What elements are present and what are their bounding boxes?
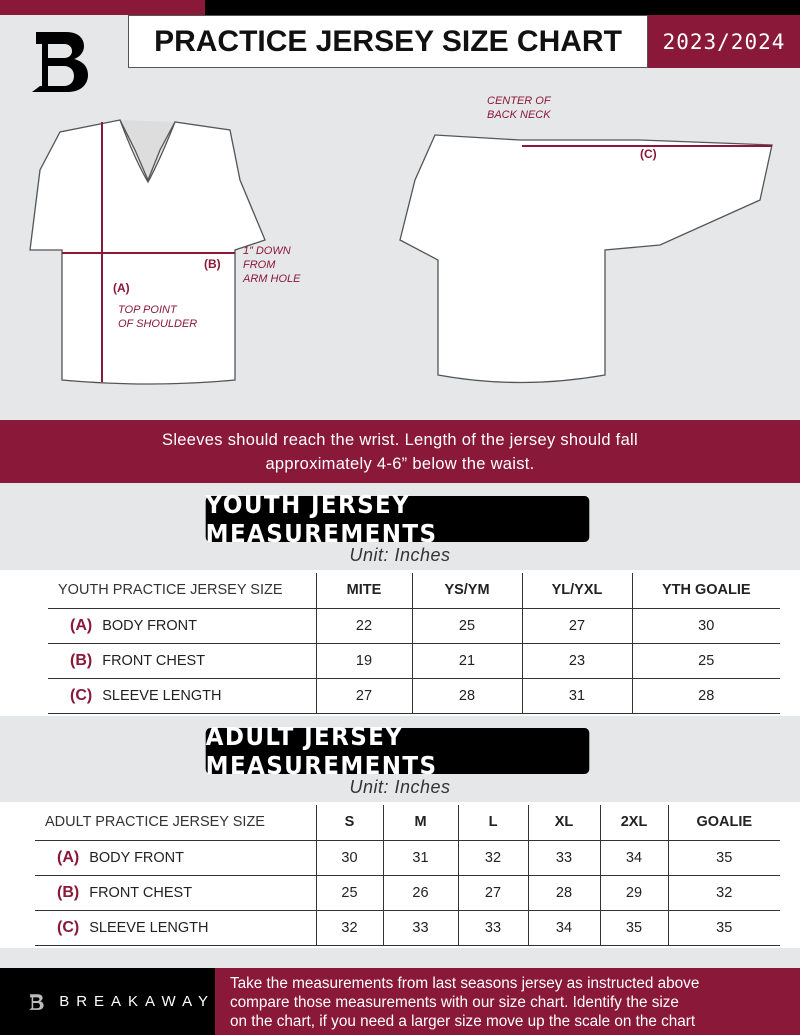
cell: 35 <box>667 840 780 876</box>
cell: 28 <box>527 875 600 911</box>
page-title: PRACTICE JERSEY SIZE CHART <box>128 15 648 68</box>
cell: 28 <box>411 678 522 714</box>
row-label: SLEEVE LENGTH <box>102 687 222 704</box>
cell: 31 <box>521 678 632 714</box>
top-black-bar <box>205 0 800 15</box>
adult-heading: ADULT JERSEY MEASUREMENTS <box>205 722 590 780</box>
cell: 26 <box>382 875 458 911</box>
breakaway-logo <box>28 28 94 101</box>
cell: 27 <box>457 875 528 911</box>
youth-table: YOUTH PRACTICE JERSEY SIZE MITE YS/YM YL… <box>48 573 780 714</box>
measurement-lines <box>62 122 772 382</box>
cell: 34 <box>599 840 668 876</box>
label-a: (A) <box>113 281 130 295</box>
table-row: (C) SLEEVE LENGTH 27 28 31 28 <box>48 678 780 714</box>
row-letter: (C) <box>70 686 93 704</box>
column-header: MITE <box>315 573 412 609</box>
cell: 35 <box>667 910 780 946</box>
table-row: (A) BODY FRONT 30 31 32 33 34 35 <box>35 840 780 876</box>
youth-heading: YOUTH JERSEY MEASUREMENTS <box>205 490 590 548</box>
cell: 32 <box>315 910 383 946</box>
row-label: FRONT CHEST <box>89 884 193 901</box>
row-letter: (C) <box>57 918 80 936</box>
cell: 30 <box>631 608 780 644</box>
column-header: YTH GOALIE <box>631 573 780 609</box>
column-header: XL <box>527 805 600 841</box>
cell: 25 <box>631 643 780 679</box>
column-header: 2XL <box>599 805 668 841</box>
cell: 34 <box>527 910 600 946</box>
row-label: SLEEVE LENGTH <box>89 919 209 936</box>
cell: 25 <box>315 875 383 911</box>
advice-banner: Sleeves should reach the wrist. Length o… <box>0 420 800 483</box>
column-header: GOALIE <box>667 805 780 841</box>
label-c: (C) <box>640 147 657 161</box>
cell: 33 <box>382 910 458 946</box>
adult-unit: Unit: Inches <box>349 777 451 797</box>
table-row: (C) SLEEVE LENGTH 32 33 33 34 35 35 <box>35 910 780 946</box>
cell: 23 <box>521 643 632 679</box>
top-accent-bar <box>0 0 205 15</box>
jersey-diagram <box>29 119 773 385</box>
cell: 19 <box>315 643 412 679</box>
footer-instructions: Take the measurements from last seasons … <box>215 968 800 1035</box>
cell: 33 <box>457 910 528 946</box>
cell: 31 <box>382 840 458 876</box>
jersey-back <box>399 134 773 384</box>
label-b: (B) <box>204 257 221 271</box>
table-header-row: ADULT PRACTICE JERSEY SIZE S M L XL 2XL … <box>35 805 780 841</box>
cell: 33 <box>527 840 600 876</box>
row-letter: (A) <box>57 848 80 866</box>
cell: 29 <box>599 875 668 911</box>
cell: 25 <box>411 608 522 644</box>
row-label: BODY FRONT <box>102 617 198 634</box>
column-header: YS/YM <box>411 573 522 609</box>
cell: 30 <box>315 840 383 876</box>
cell: 22 <box>315 608 412 644</box>
column-header: YL/YXL <box>521 573 632 609</box>
column-header: L <box>457 805 528 841</box>
cell: 35 <box>599 910 668 946</box>
breakaway-logo-icon <box>29 993 44 1010</box>
row-letter: (A) <box>70 616 93 634</box>
row-letter: (B) <box>70 651 93 669</box>
adult-table: ADULT PRACTICE JERSEY SIZE S M L XL 2XL … <box>35 805 780 946</box>
cell: 32 <box>457 840 528 876</box>
table-header-row: YOUTH PRACTICE JERSEY SIZE MITE YS/YM YL… <box>48 573 780 609</box>
arm-hole-note: 1” DOWN FROM ARM HOLE <box>243 245 301 285</box>
season-badge: 2023/2024 <box>648 15 800 68</box>
row-label: FRONT CHEST <box>102 652 206 669</box>
shoulder-note: TOP POINT OF SHOULDER <box>118 304 198 330</box>
cell: 28 <box>631 678 780 714</box>
center-back-neck-note: CENTER OF BACK NECK <box>487 95 551 121</box>
cell: 27 <box>521 608 632 644</box>
footer-brand: BREAKAWAY <box>0 968 215 1035</box>
row-label: BODY FRONT <box>89 849 185 866</box>
youth-unit: Unit: Inches <box>349 545 451 565</box>
column-header: ADULT PRACTICE JERSEY SIZE <box>35 805 316 841</box>
cell: 32 <box>667 875 780 911</box>
cell: 21 <box>411 643 522 679</box>
column-header: S <box>315 805 383 841</box>
column-header: M <box>382 805 458 841</box>
row-letter: (B) <box>57 883 80 901</box>
table-row: (A) BODY FRONT 22 25 27 30 <box>48 608 780 644</box>
cell: 27 <box>315 678 412 714</box>
brand-name: BREAKAWAY <box>59 993 215 1010</box>
table-row: (B) FRONT CHEST 19 21 23 25 <box>48 643 780 679</box>
column-header: YOUTH PRACTICE JERSEY SIZE <box>48 573 316 609</box>
table-row: (B) FRONT CHEST 25 26 27 28 29 32 <box>35 875 780 911</box>
